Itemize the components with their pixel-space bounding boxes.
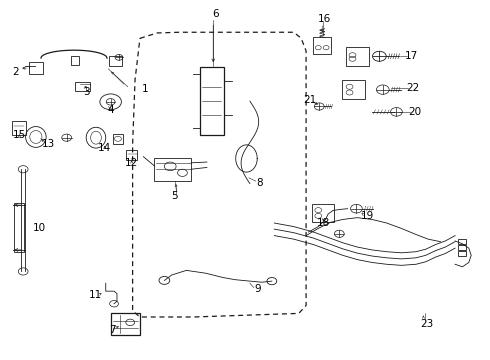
Text: 18: 18 xyxy=(317,218,330,228)
Bar xyxy=(111,314,140,335)
Text: 2: 2 xyxy=(12,67,19,77)
Bar xyxy=(345,47,369,66)
Text: 4: 4 xyxy=(107,105,114,115)
Bar xyxy=(458,239,466,244)
Text: 11: 11 xyxy=(88,291,101,301)
Text: 22: 22 xyxy=(406,83,419,93)
Bar xyxy=(75,82,90,90)
Bar xyxy=(312,204,334,222)
Text: 15: 15 xyxy=(13,130,26,140)
Text: 17: 17 xyxy=(405,51,418,61)
Bar xyxy=(126,149,137,160)
Text: 12: 12 xyxy=(125,158,138,168)
Text: 6: 6 xyxy=(212,9,219,19)
Text: 3: 3 xyxy=(83,87,90,97)
Text: 7: 7 xyxy=(109,325,116,335)
Text: 23: 23 xyxy=(420,319,433,329)
Bar xyxy=(109,56,122,66)
Bar xyxy=(342,80,365,99)
Bar xyxy=(12,121,26,135)
Bar xyxy=(313,37,331,54)
Bar xyxy=(71,57,79,66)
Bar xyxy=(29,62,43,74)
Text: 19: 19 xyxy=(361,211,374,221)
Bar xyxy=(14,203,24,252)
Text: 10: 10 xyxy=(33,224,47,233)
Text: 9: 9 xyxy=(254,284,261,294)
Text: 8: 8 xyxy=(256,177,263,188)
Text: 14: 14 xyxy=(98,143,111,153)
Bar xyxy=(113,134,123,144)
Text: 21: 21 xyxy=(303,95,317,105)
Text: 5: 5 xyxy=(171,191,177,201)
Text: 1: 1 xyxy=(142,84,148,94)
Text: 13: 13 xyxy=(42,139,55,149)
Bar xyxy=(458,245,466,250)
Text: 16: 16 xyxy=(318,14,331,24)
Bar xyxy=(458,251,466,256)
Bar xyxy=(200,67,223,135)
Text: 20: 20 xyxy=(409,107,421,117)
Bar xyxy=(154,158,191,181)
